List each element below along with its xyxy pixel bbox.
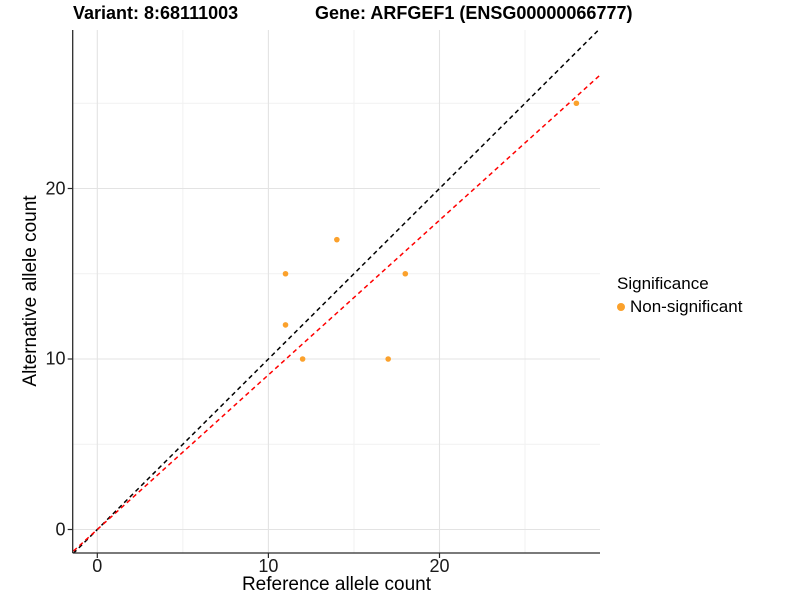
data-point — [299, 356, 306, 362]
data-point — [282, 270, 289, 277]
legend-item: Non-significant — [617, 297, 742, 317]
x-tick-label: 0 — [92, 556, 103, 576]
plot-title-gene: Gene: ARFGEF1 (ENSG00000066777) — [315, 3, 633, 23]
data-point — [402, 270, 409, 277]
y-tick-label: 10 — [45, 348, 66, 369]
legend-title: Significance — [617, 274, 709, 293]
x-axis-title: Reference allele count — [241, 574, 432, 595]
plot-title-variant: Variant: 8:68111003 — [73, 3, 239, 23]
fit-line — [72, 74, 600, 553]
data-point — [282, 322, 289, 328]
x-tick-label: 20 — [429, 556, 450, 576]
legend-point-icon — [617, 303, 625, 311]
data-point — [385, 356, 391, 362]
identity-line — [72, 30, 600, 553]
data-point — [334, 236, 340, 243]
y-axis-title: Alternative allele count — [20, 195, 41, 387]
x-tick-label: 10 — [258, 556, 279, 576]
data-point — [573, 100, 580, 107]
y-tick-label: 20 — [45, 178, 66, 198]
legend-item-label: Non-significant — [630, 297, 743, 316]
legend: Significance Non-significant — [617, 274, 742, 317]
y-tick-label: 0 — [55, 519, 66, 539]
